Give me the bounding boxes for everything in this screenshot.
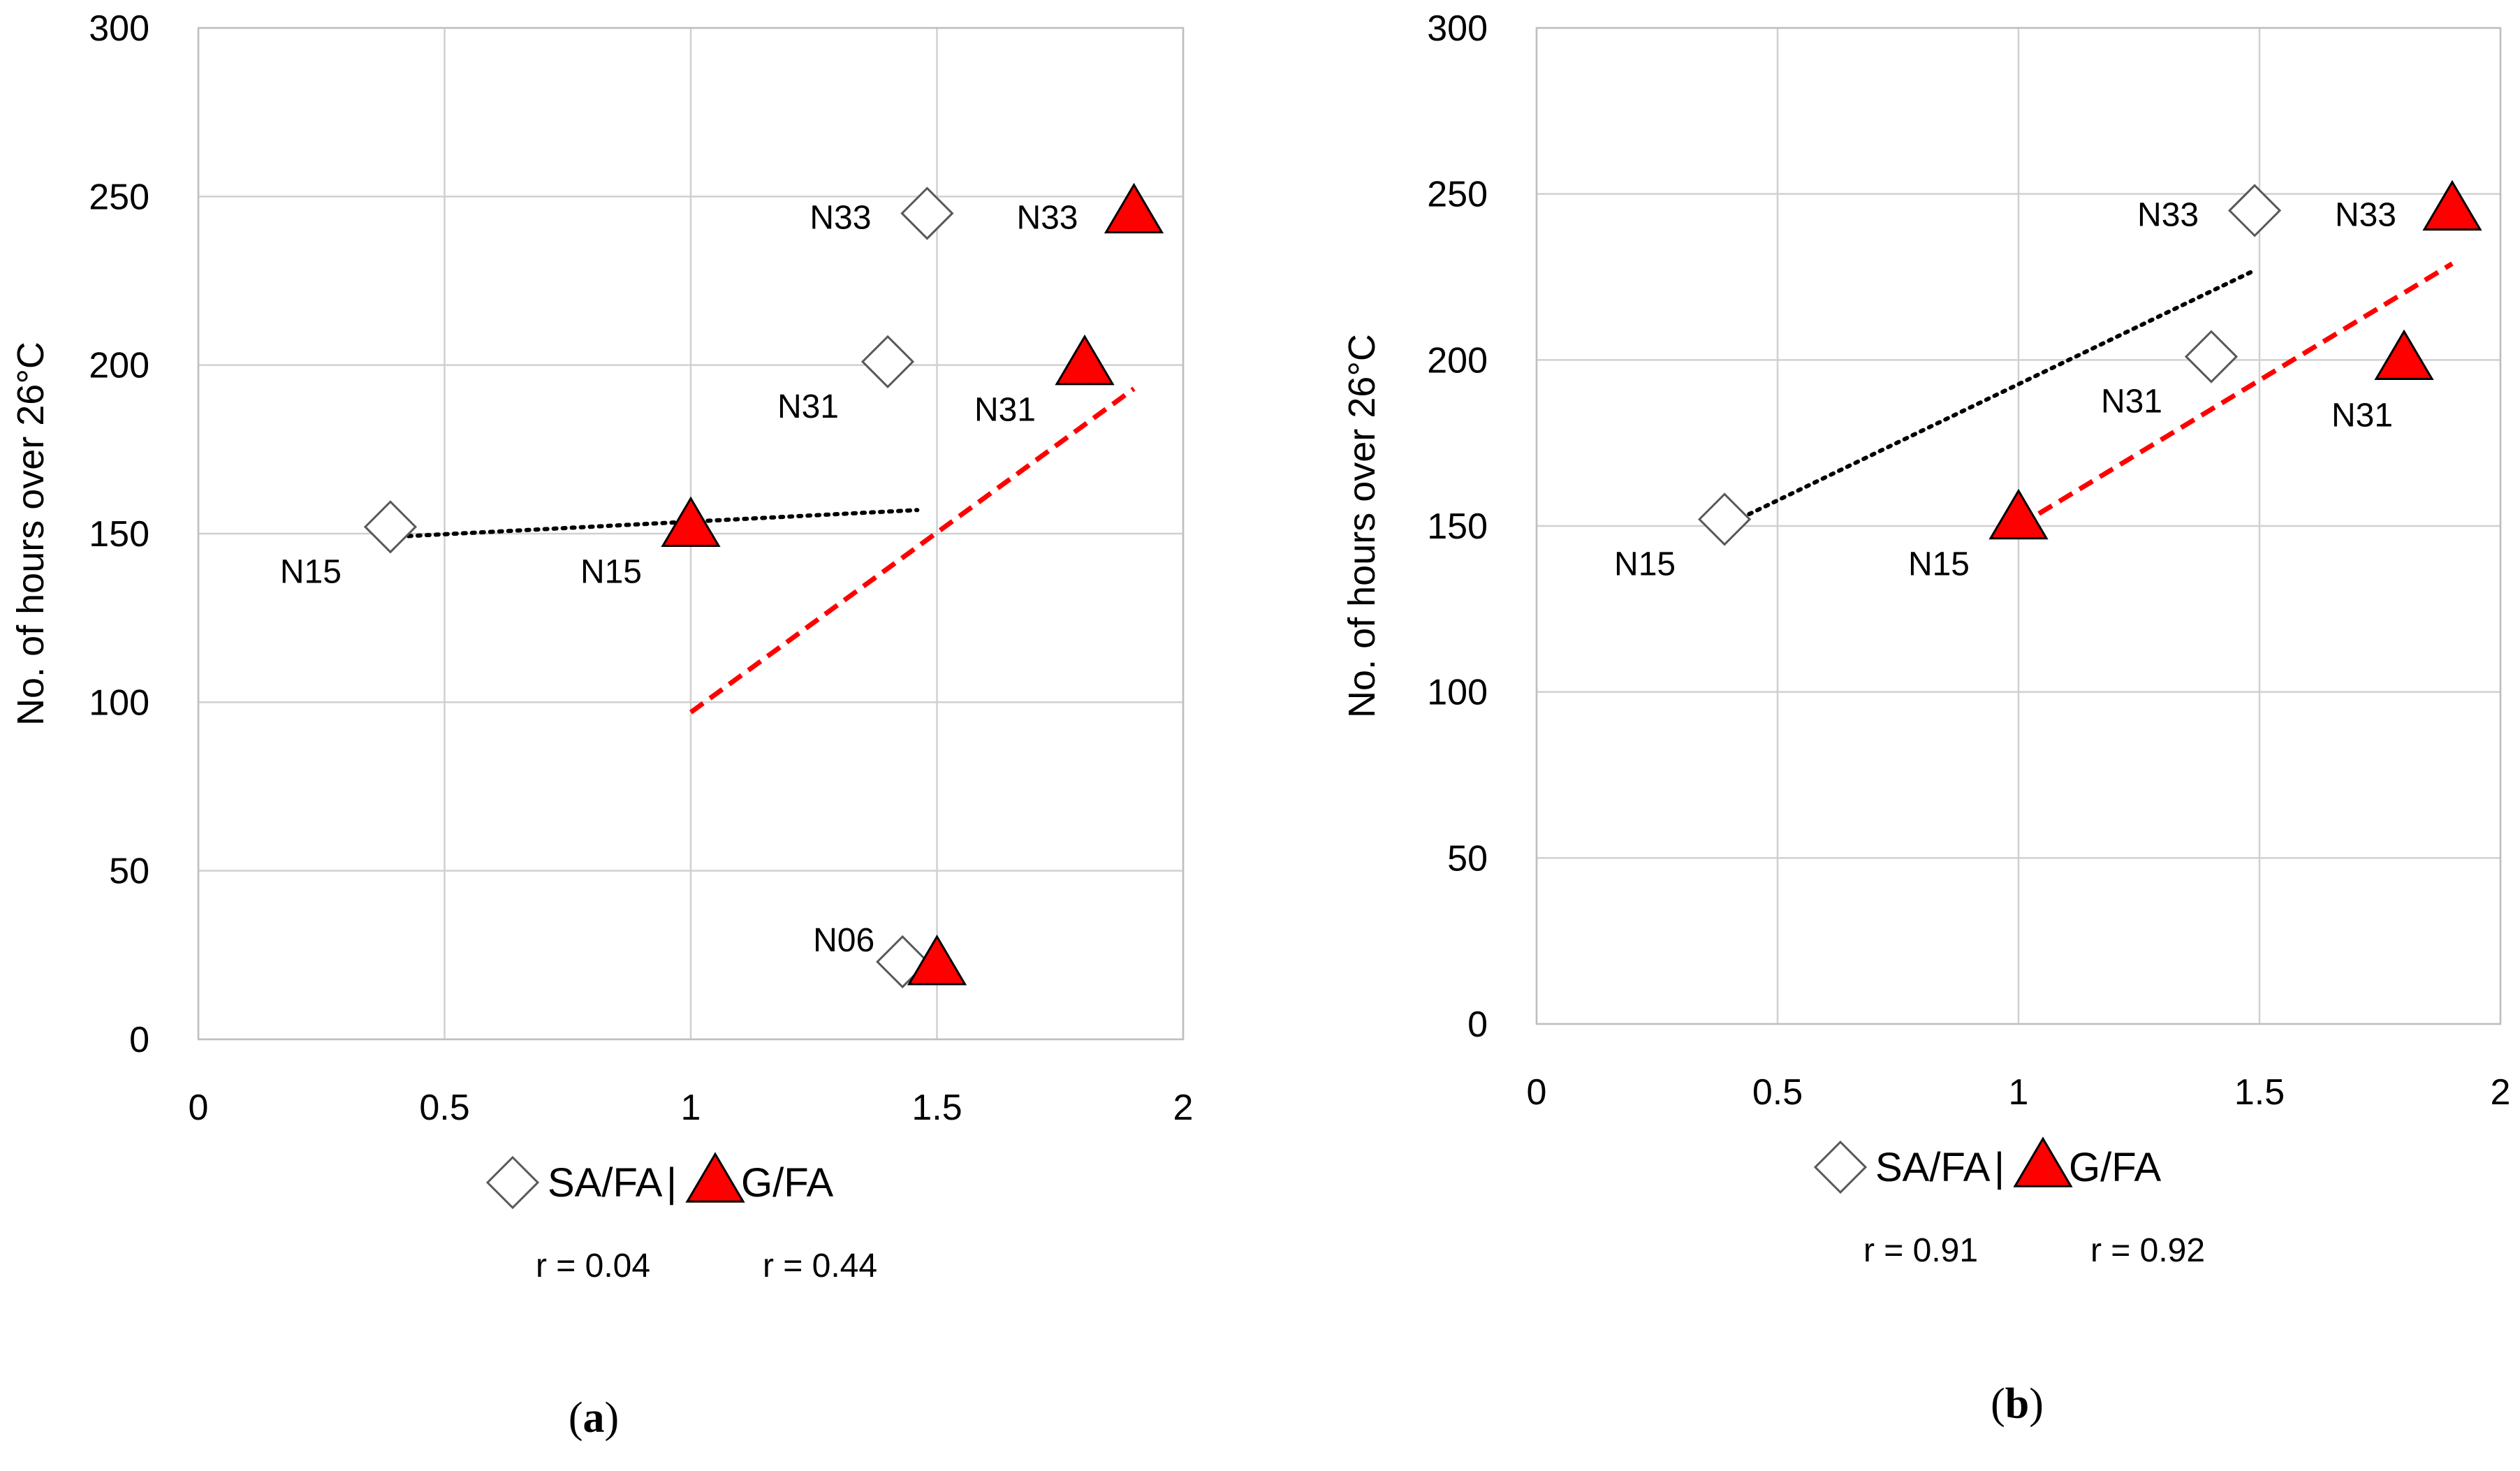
point-label: N15: [1614, 546, 1676, 583]
legend-triangle-icon: [2013, 1136, 2073, 1187]
y-axis-label: No. of hours over 26°C: [1341, 334, 1383, 718]
legend-label-sa-fa: SA/FA: [548, 1160, 663, 1206]
chart-panel-b: 0 50 100 150 200 250 300 0 0.5 1 1.5 2 No. of hours …: [1341, 8, 2510, 1428]
sa-fa-point-diamond: [2227, 184, 2282, 237]
point-label: N33: [2335, 196, 2396, 233]
y-tick-label: 250: [89, 177, 149, 217]
point-label: N31: [2101, 383, 2162, 420]
sa-fa-point-diamond: [363, 500, 418, 554]
x-tick-label: 0: [1527, 1072, 1547, 1113]
legend-label-g-fa: G/FA: [2069, 1145, 2161, 1190]
legend-label-sa-fa: SA/FA: [1875, 1145, 1991, 1190]
y-tick-label: 100: [1427, 673, 1488, 713]
legend-triangle-icon: [685, 1152, 745, 1203]
x-tick-label: 1.5: [2234, 1072, 2285, 1113]
legend-diamond-icon: [1813, 1140, 1868, 1194]
plot-area-border: [197, 27, 1185, 1041]
plot-area-border: [1535, 27, 2502, 1025]
y-tick-label: 50: [1447, 838, 1488, 879]
point-label: N33: [810, 199, 871, 236]
sa-fa-point-diamond: [1697, 492, 1752, 546]
y-tick-label: 0: [1467, 1004, 1488, 1045]
legend-diamond-icon: [485, 1155, 540, 1210]
point-label: N15: [580, 553, 642, 590]
point-label: N31: [2331, 397, 2393, 434]
y-tick-label: 150: [89, 514, 149, 555]
x-tick-label: 2: [1173, 1088, 1194, 1128]
y-tick-label: 250: [1427, 175, 1488, 215]
x-tick-label: 0.5: [1752, 1072, 1803, 1113]
point-label: N06: [813, 922, 874, 959]
legend-separator: |: [1994, 1145, 2005, 1190]
y-tick-label: 100: [89, 682, 149, 723]
legend-label-g-fa: G/FA: [741, 1160, 833, 1206]
y-tick-label: 300: [89, 8, 149, 49]
x-tick-label: 2: [2491, 1072, 2511, 1113]
g-fa-point-triangle: [1104, 182, 1164, 234]
g-fa-point-triangle: [907, 935, 967, 986]
point-label: N31: [974, 392, 1036, 429]
point-label: N31: [777, 388, 839, 425]
sa-fa-point-diamond: [2184, 330, 2239, 383]
y-axis-label: No. of hours over 26°C: [10, 342, 52, 726]
g-fa-point-triangle: [661, 496, 721, 548]
g-fa-point-triangle: [2422, 180, 2482, 231]
y-tick-label: 300: [1427, 8, 1488, 49]
x-tick-label: 0: [189, 1088, 209, 1128]
chart-panel-a: 0 50 100 150 200 250 300 0 0.5 1 1.5 2 No. of hours …: [10, 8, 1193, 1442]
r-value-sa-fa: r = 0.91: [1863, 1232, 1978, 1269]
y-tick-label: 150: [1427, 506, 1488, 547]
y-tick-label: 200: [89, 346, 149, 386]
g-fa-point-triangle: [1988, 488, 2049, 540]
g-fa-point-triangle: [1055, 334, 1115, 386]
r-value-g-fa: r = 0.44: [763, 1247, 877, 1285]
point-label: N33: [1016, 199, 1078, 236]
x-tick-label: 1.5: [911, 1088, 962, 1128]
y-tick-label: 50: [109, 851, 149, 892]
point-label: N33: [2137, 196, 2199, 233]
sa-fa-point-diamond: [900, 186, 954, 240]
y-tick-label: 0: [129, 1020, 149, 1060]
r-value-sa-fa: r = 0.04: [536, 1247, 650, 1285]
g-fa-trendline: [689, 386, 1136, 715]
y-tick-label: 200: [1427, 340, 1488, 381]
panel-caption: (b): [1991, 1380, 2044, 1428]
g-fa-trendline: [2017, 261, 2454, 528]
sa-fa-point-diamond: [860, 335, 915, 388]
legend-separator: |: [666, 1160, 677, 1206]
panel-caption: (a): [569, 1394, 619, 1442]
r-value-g-fa: r = 0.92: [2090, 1232, 2205, 1269]
sa-fa-trendline: [388, 508, 920, 539]
x-tick-label: 1: [2009, 1072, 2029, 1113]
x-tick-label: 1: [681, 1088, 701, 1128]
g-fa-point-triangle: [2374, 329, 2434, 381]
x-tick-label: 0.5: [419, 1088, 469, 1128]
point-label: N15: [1908, 546, 1970, 583]
sa-fa-point-diamond: [876, 935, 930, 989]
point-label: N15: [280, 553, 342, 590]
sa-fa-trendline: [1722, 268, 2257, 528]
